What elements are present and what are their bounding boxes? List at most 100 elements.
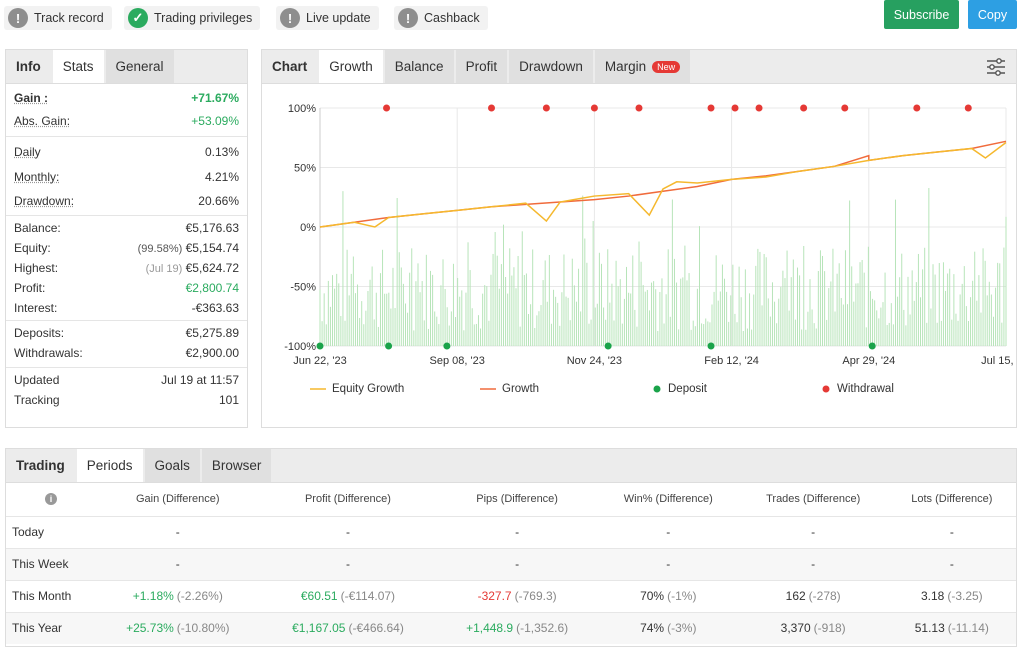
periods-table: i Gain (Difference) Profit (Difference) … [6, 483, 1016, 644]
cell-value: - [515, 525, 520, 539]
period-cell: +1,448.9 (-1,352.6) [436, 611, 598, 644]
chart-tabs: Chart Growth Balance Profit Drawdown Mar… [262, 50, 1016, 84]
tab-trading[interactable]: Trading [6, 449, 75, 482]
legend-equity-growth[interactable]: Equity Growth [310, 383, 404, 395]
drawdown-value: 20.66% [198, 194, 239, 208]
cell-value: 162 [785, 589, 806, 603]
x-tick-label: Jun 22, '23 [293, 355, 346, 367]
table-row: Today - - - - - - [6, 515, 1016, 548]
equity-label: Equity: [14, 241, 51, 255]
legend-growth[interactable]: Growth [480, 383, 539, 395]
cell-value: 74% [640, 621, 665, 636]
x-tick-label: Apr 29, '24 [842, 355, 895, 367]
profit-value: €2,800.74 [185, 281, 239, 295]
cell-difference: (-3%) [667, 621, 697, 636]
equity-note: (99.58%) [137, 243, 183, 255]
badge-trading-privileges[interactable]: ✓ Trading privileges [124, 6, 261, 30]
cell-difference: (-1%) [667, 589, 697, 603]
tab-general[interactable]: General [105, 50, 174, 83]
legend-deposit-label: Deposit [668, 383, 707, 395]
cell-difference: (-1,352.6) [516, 621, 569, 636]
x-tick-label: Feb 12, '24 [704, 355, 759, 367]
tab-balance[interactable]: Balance [384, 50, 454, 83]
balance-value: €5,176.63 [185, 221, 239, 235]
withdrawal-point [913, 104, 921, 112]
equity-value: €5,154.74 [185, 241, 239, 255]
period-label: Today [6, 515, 96, 548]
highest-label: Highest: [14, 261, 59, 275]
tab-growth[interactable]: Growth [319, 50, 383, 83]
tab-margin-label: Margin [604, 59, 647, 74]
col-gain: Gain (Difference) [136, 493, 220, 506]
period-cell: - [436, 515, 598, 548]
badge-live-update[interactable]: ! Live update [276, 6, 379, 30]
period-cell: - [96, 515, 260, 548]
badge-label: Cashback [424, 11, 480, 25]
withdrawal-point [964, 104, 972, 112]
info-icon[interactable]: i [6, 483, 96, 516]
interest-value: -€363.63 [191, 301, 239, 315]
tab-periods[interactable]: Periods [76, 449, 143, 482]
withdrawal-point [635, 104, 643, 112]
daily-label: Daily [14, 145, 41, 159]
tab-browser[interactable]: Browser [201, 449, 272, 482]
settings-sliders-icon[interactable] [986, 58, 1006, 76]
col-lots: Lots (Difference) [911, 493, 993, 506]
highest-note: (Jul 19) [145, 263, 183, 275]
gain-value: +71.67% [191, 91, 239, 105]
badge-track-record[interactable]: ! Track record [4, 6, 112, 30]
y-tick-label: -100% [284, 341, 316, 353]
subscribe-button[interactable]: Subscribe [884, 0, 959, 29]
period-cell: - [887, 547, 1016, 580]
periods-tabs: Trading Periods Goals Browser [6, 449, 1016, 483]
cell-value: -327.7 [477, 589, 512, 603]
period-cell: €1,167.05 (-€466.64) [259, 611, 437, 644]
withdrawal-point [590, 104, 598, 112]
period-cell: +25.73% (-10.80%) [96, 611, 260, 644]
tab-profit[interactable]: Profit [455, 50, 508, 83]
period-cell: +1.18% (-2.26%) [96, 579, 260, 612]
badge-cashback[interactable]: ! Cashback [394, 6, 488, 30]
cell-value: 70% [640, 589, 665, 603]
deposit-point [868, 342, 876, 350]
period-cell: - [259, 515, 437, 548]
legend-withdrawal[interactable]: Withdrawal [821, 383, 894, 395]
cell-value: €1,167.05 [292, 621, 346, 636]
tab-chart[interactable]: Chart [262, 50, 318, 83]
check-icon: ✓ [128, 8, 148, 28]
badge-label: Live update [306, 11, 371, 25]
cell-value: 3.18 [920, 589, 945, 603]
abs-gain-value: +53.09% [191, 114, 239, 128]
col-profit: Profit (Difference) [304, 493, 391, 506]
monthly-value: 4.21% [204, 170, 239, 184]
balance-label: Balance: [14, 221, 61, 235]
monthly-label: Monthly: [14, 170, 60, 184]
x-tick-label: Sep 08, '23 [430, 355, 485, 367]
period-cell: 74% (-3%) [597, 611, 739, 644]
col-trades: Trades (Difference) [766, 493, 861, 506]
period-cell: - [738, 515, 888, 548]
cell-difference: (-10.80%) [176, 621, 230, 636]
tab-stats[interactable]: Stats [52, 50, 104, 83]
cell-value: - [666, 557, 671, 571]
stats-panel: Info Stats General Gain : +71.67% Abs. Ga… [5, 49, 248, 428]
deposit-point [604, 342, 612, 350]
table-row: This Month +1.18% (-2.26%) €60.51 (-€114.07)… [6, 579, 1016, 612]
deposit-point [385, 342, 393, 350]
tab-drawdown[interactable]: Drawdown [509, 50, 593, 83]
copy-button[interactable]: Copy [968, 0, 1017, 29]
y-tick-label: 0% [300, 222, 316, 234]
profit-label: Profit: [14, 281, 46, 295]
tab-margin[interactable]: Margin New [594, 50, 691, 83]
cell-value: - [345, 525, 350, 539]
cell-difference: (-11.14) [947, 621, 989, 636]
table-row: This Week - - - - - - [6, 547, 1016, 580]
table-row: This Year +25.73% (-10.80%) €1,167.05 (-€466… [6, 611, 1016, 644]
cell-difference: (-€466.64) [348, 621, 404, 636]
deposits-value: €5,275.89 [185, 326, 239, 340]
legend-deposit[interactable]: Deposit [652, 383, 707, 395]
cell-difference: (-769.3) [514, 589, 557, 603]
tab-goals[interactable]: Goals [144, 449, 200, 482]
period-cell: - [96, 547, 260, 580]
tab-info[interactable]: Info [6, 50, 51, 83]
